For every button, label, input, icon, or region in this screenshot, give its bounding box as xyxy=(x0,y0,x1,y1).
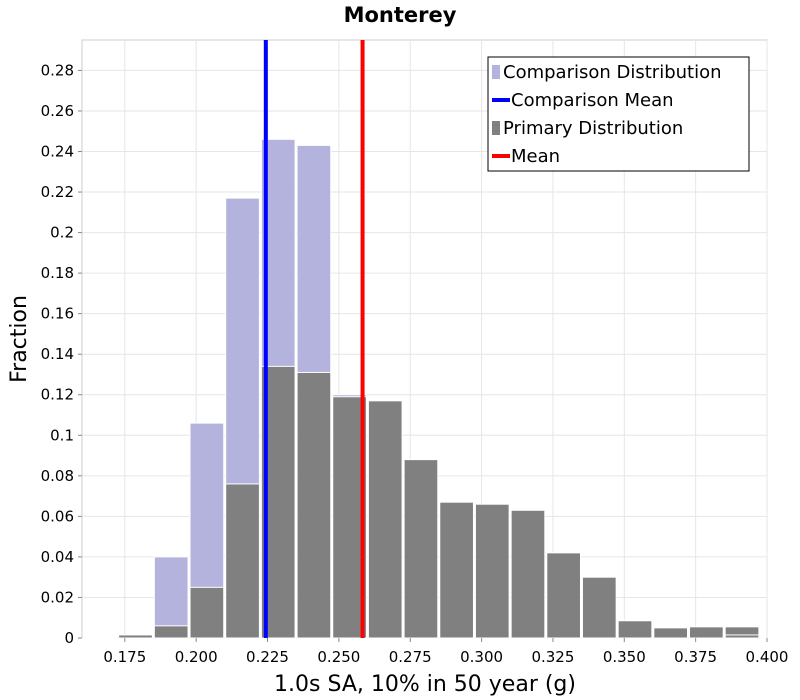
y-tick-label: 0.02 xyxy=(41,588,74,606)
chart-title: Monterey xyxy=(344,3,457,27)
primary-bar xyxy=(510,509,546,639)
x-tick-label: 0.175 xyxy=(103,648,146,666)
y-tick-label: 0.22 xyxy=(41,183,74,201)
x-tick-label: 0.375 xyxy=(674,648,717,666)
y-axis-ticks: 0 0.02 0.04 0.06 0.08 0.1 0.12 0.14 0.16 0.18 0.2 0… xyxy=(41,61,82,647)
x-tick-label: 0.350 xyxy=(603,648,646,666)
grid-lines xyxy=(82,40,768,639)
x-tick-label: 0.200 xyxy=(175,648,218,666)
legend-label: Comparison Distribution xyxy=(503,62,722,83)
legend-label: Comparison Mean xyxy=(511,90,674,111)
legend-items: Comparison Distribution Comparison Mean Pr… xyxy=(492,62,722,167)
primary-bar xyxy=(367,400,403,639)
primary-bar xyxy=(82,636,118,639)
y-tick-label: 0.24 xyxy=(41,142,74,160)
primary-bar xyxy=(439,501,474,639)
legend-swatch xyxy=(492,65,500,79)
primary-bar xyxy=(118,634,153,639)
y-tick-label: 0.16 xyxy=(41,305,74,323)
y-tick-label: 0.18 xyxy=(41,264,74,282)
primary-bar xyxy=(403,459,439,639)
y-tick-label: 0.04 xyxy=(41,548,74,566)
y-tick-label: 0 xyxy=(64,629,74,647)
mean-lines xyxy=(263,40,365,638)
legend-label: Mean xyxy=(511,146,560,167)
primary-bar xyxy=(189,586,225,639)
y-axis-title: Fraction xyxy=(7,295,32,383)
primary-bar xyxy=(296,371,332,639)
y-tick-label: 0.12 xyxy=(41,386,74,404)
primary-bar xyxy=(581,576,617,639)
legend-swatch xyxy=(492,121,500,135)
y-tick-label: 0.1 xyxy=(50,426,74,444)
legend-label: Primary Distribution xyxy=(503,118,683,139)
y-tick-label: 0.2 xyxy=(50,224,74,242)
primary-bar xyxy=(474,503,510,639)
x-tick-label: 0.275 xyxy=(389,648,432,666)
x-tick-label: 0.225 xyxy=(246,648,289,666)
primary-distribution-bars xyxy=(82,365,767,639)
x-tick-label: 0.325 xyxy=(531,648,574,666)
y-tick-label: 0.26 xyxy=(41,102,74,120)
y-tick-label: 0.14 xyxy=(41,345,74,363)
primary-bar xyxy=(653,627,689,639)
x-tick-label: 0.300 xyxy=(460,648,503,666)
y-tick-label: 0.06 xyxy=(41,507,74,525)
legend-box xyxy=(487,56,750,172)
primary-bar xyxy=(225,483,260,639)
primary-bar xyxy=(760,636,767,639)
y-tick-label: 0.28 xyxy=(41,61,74,79)
primary-bar xyxy=(689,626,724,639)
primary-bar xyxy=(617,620,653,639)
legend: Comparison Distribution Comparison Mean Pr… xyxy=(487,56,750,172)
x-tick-label: 0.400 xyxy=(746,648,789,666)
primary-bar xyxy=(153,625,189,639)
x-tick-label: 0.250 xyxy=(317,648,360,666)
x-axis-ticks: 0.175 0.200 0.225 0.250 0.275 0.300 0.325 0.350… xyxy=(103,638,788,666)
primary-bar xyxy=(724,634,760,639)
x-axis-title: 1.0s SA, 10% in 50 year (g) xyxy=(274,672,576,697)
y-tick-label: 0.08 xyxy=(41,467,74,485)
primary-bar xyxy=(546,552,581,639)
